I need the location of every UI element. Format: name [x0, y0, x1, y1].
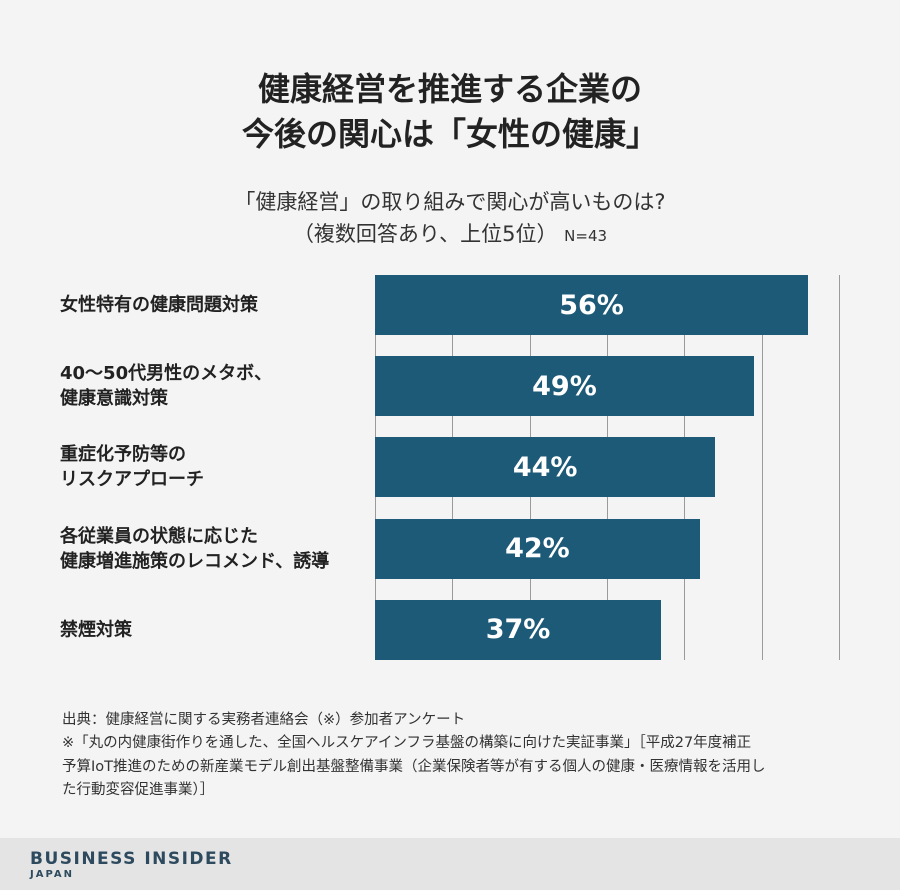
value-label: 37% [485, 614, 551, 646]
brand: BUSINESS INSIDER [30, 849, 233, 869]
subtitle: （複数回答あり、上位5位） N=43 [0, 218, 900, 248]
chart-title: 健康経営を推進する企業の [257, 70, 642, 108]
footer: BUSINESS INSIDER JAPAN [0, 838, 900, 890]
bar: 42% [375, 518, 700, 579]
category-label: 40〜50代男性のメタボ、 健康意識対策 [60, 363, 273, 410]
note: ※「丸の内健康街作りを通した、全国ヘルスケアインフラ基盤の構築に向けた実証事業」… [62, 735, 752, 752]
note: 予算IoT推進のための新産業モデル創出基盤整備事業（企業保険者等が有する個人の健… [62, 758, 766, 775]
bar: 56% [375, 275, 809, 335]
category-label: 各従業員の状態に応じた 健康増進施策のレコメンド、誘導 [60, 525, 330, 572]
value-label: 56% [559, 289, 624, 321]
sample-size: N=43 [564, 227, 608, 245]
bar: 44% [375, 437, 716, 498]
category-label: 重症化予防等の リスクアプローチ [60, 444, 204, 491]
value-label: 42% [505, 533, 570, 565]
chart-title: 今後の関心は「女性の健康」 [241, 115, 658, 153]
bar: 37% [375, 599, 662, 660]
grid-line [761, 275, 763, 660]
category-label: 禁煙対策 [60, 619, 132, 641]
subtitle: 「健康経営」の取り組みで関心が高いものは? [234, 190, 666, 214]
value-label: 49% [532, 370, 597, 402]
note: た行動変容促進事業）］ [62, 781, 215, 798]
brand-sub: JAPAN [30, 869, 74, 880]
subtitle: （複数回答あり、上位5位） [292, 222, 558, 246]
category-label: 女性特有の健康問題対策 [60, 294, 258, 316]
bar: 49% [375, 356, 754, 417]
note: 出典：健康経営に関する実務者連絡会（※）参加者アンケート [62, 712, 466, 728]
grid-line [839, 275, 840, 660]
value-label: 44% [512, 451, 578, 483]
